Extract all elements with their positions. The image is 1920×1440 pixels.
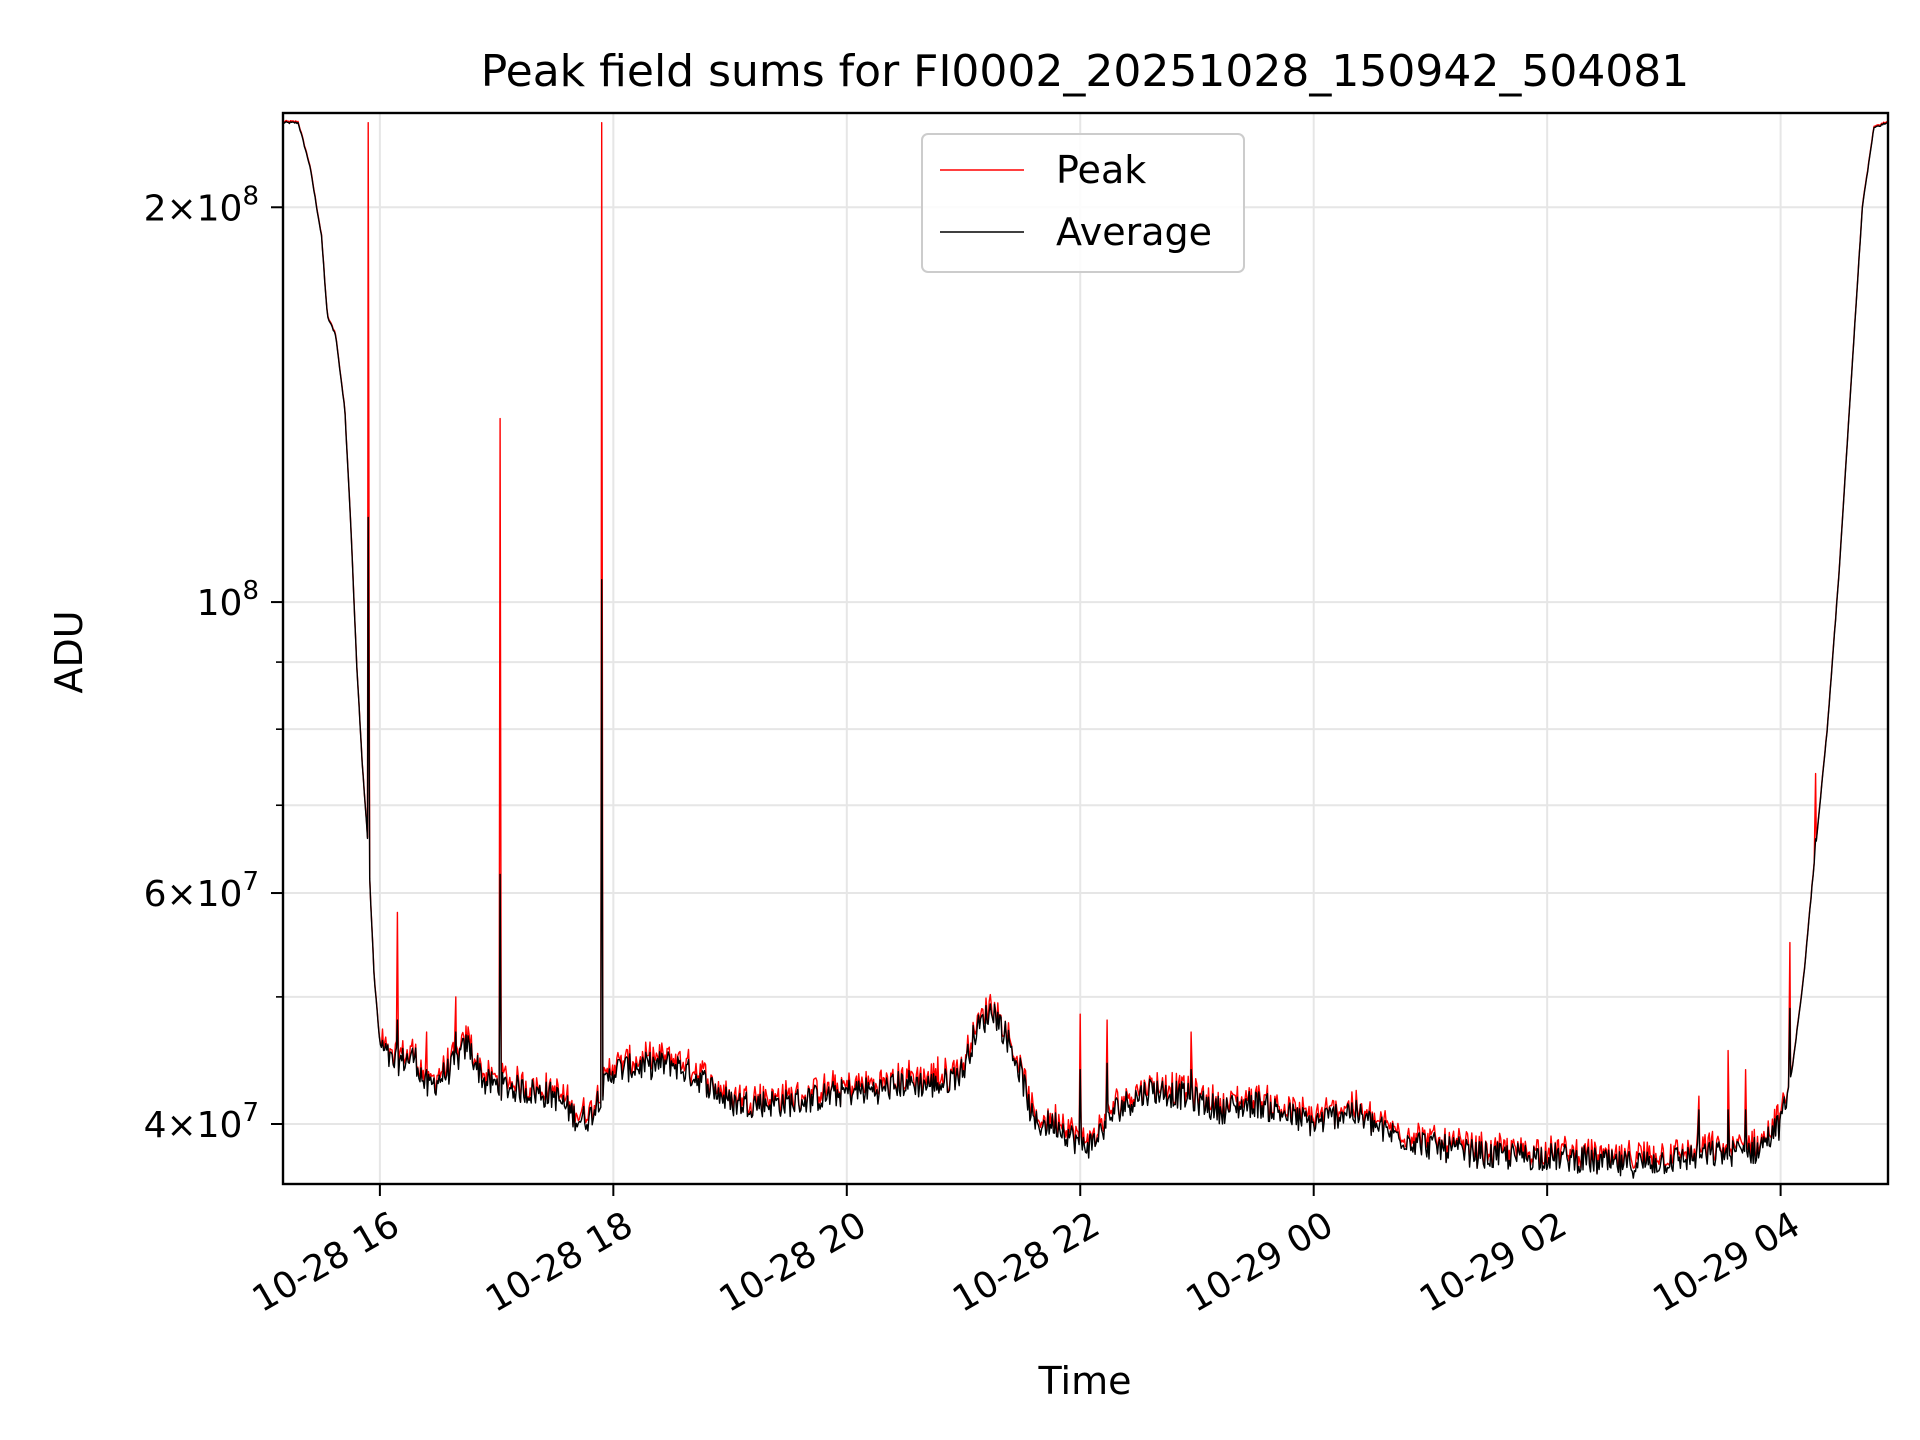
legend-box [921, 133, 1245, 273]
y-tick-label: 6×107 [144, 867, 259, 915]
y-tick-label: 108 [197, 576, 259, 624]
legend-label-peak: Peak [1056, 148, 1146, 192]
x-axis-label: Time [1038, 1359, 1132, 1403]
legend-label-average: Average [1056, 210, 1212, 254]
legend: Peak Average [921, 133, 1245, 273]
plot-frame [281, 111, 1890, 1186]
series-layer [282, 119, 1889, 1179]
y-tick-label: 2×108 [144, 181, 259, 229]
y-axis-label: ADU [47, 610, 91, 693]
y-tick-label: 4×107 [144, 1098, 259, 1146]
series-line-average [282, 120, 1889, 1179]
chart-title: Peak field sums for FI0002_20251028_1509… [481, 46, 1690, 97]
